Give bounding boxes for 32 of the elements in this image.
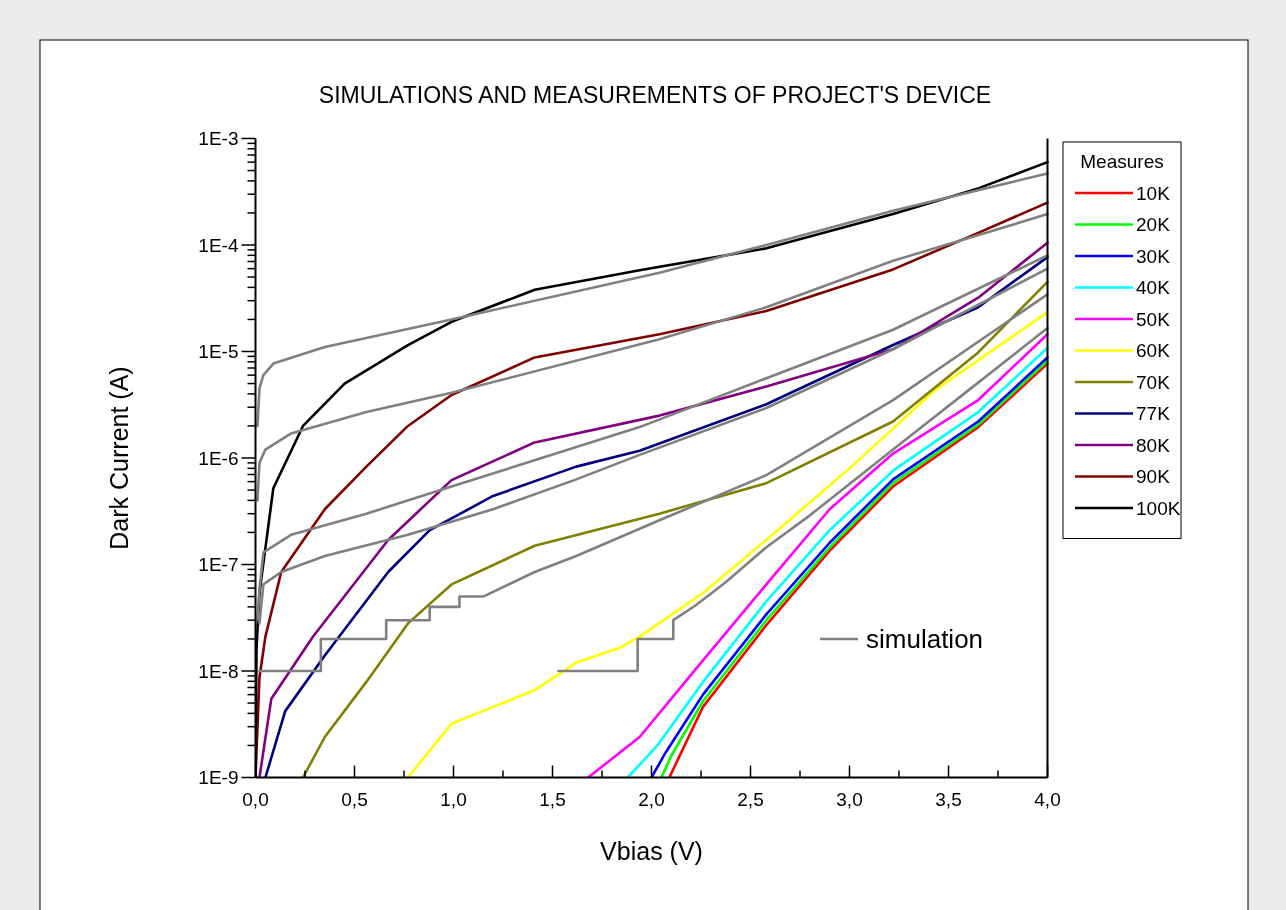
legend-label: simulation: [866, 624, 984, 655]
x-tick-label: 2,5: [737, 788, 764, 810]
legend-label: 80K: [1136, 434, 1171, 456]
legend-label: 77K: [1136, 403, 1171, 425]
x-tick-label: 2,0: [638, 788, 665, 810]
x-tick-label: 1,0: [440, 788, 467, 810]
y-axis-title: Dark Current (A): [105, 366, 133, 550]
x-axis-title: Vbias (V): [600, 837, 703, 865]
x-tick-label: 3,0: [836, 788, 863, 810]
legend-label: 50K: [1136, 308, 1171, 330]
x-tick-label: 4,0: [1034, 788, 1061, 810]
legend-label: 30K: [1136, 245, 1171, 267]
legend-label: 60K: [1136, 340, 1171, 362]
legend-label: 40K: [1136, 277, 1171, 299]
y-tick-label: 1E-3: [198, 128, 239, 150]
x-tick-label: 0,5: [341, 788, 368, 810]
y-tick-label: 1E-5: [198, 341, 239, 363]
legend-label: 10K: [1136, 182, 1171, 204]
x-tick-label: 1,5: [539, 788, 566, 810]
y-tick-label: 1E-4: [198, 234, 239, 256]
legend-label: 100K: [1136, 497, 1181, 519]
y-tick-label: 1E-6: [198, 447, 239, 469]
legend-title: Measures: [1080, 151, 1164, 172]
y-tick-label: 1E-9: [198, 767, 239, 789]
x-tick-label: 0,0: [242, 788, 269, 810]
chart-title: SIMULATIONS AND MEASUREMENTS OF PROJECT'S DEVICE: [318, 82, 992, 108]
legend-label: 90K: [1136, 466, 1171, 488]
legend-label: 20K: [1136, 214, 1171, 236]
y-tick-label: 1E-8: [198, 660, 239, 682]
legend-label: 70K: [1136, 371, 1171, 393]
y-tick-label: 1E-7: [198, 554, 239, 576]
x-tick-label: 3,5: [935, 788, 962, 810]
